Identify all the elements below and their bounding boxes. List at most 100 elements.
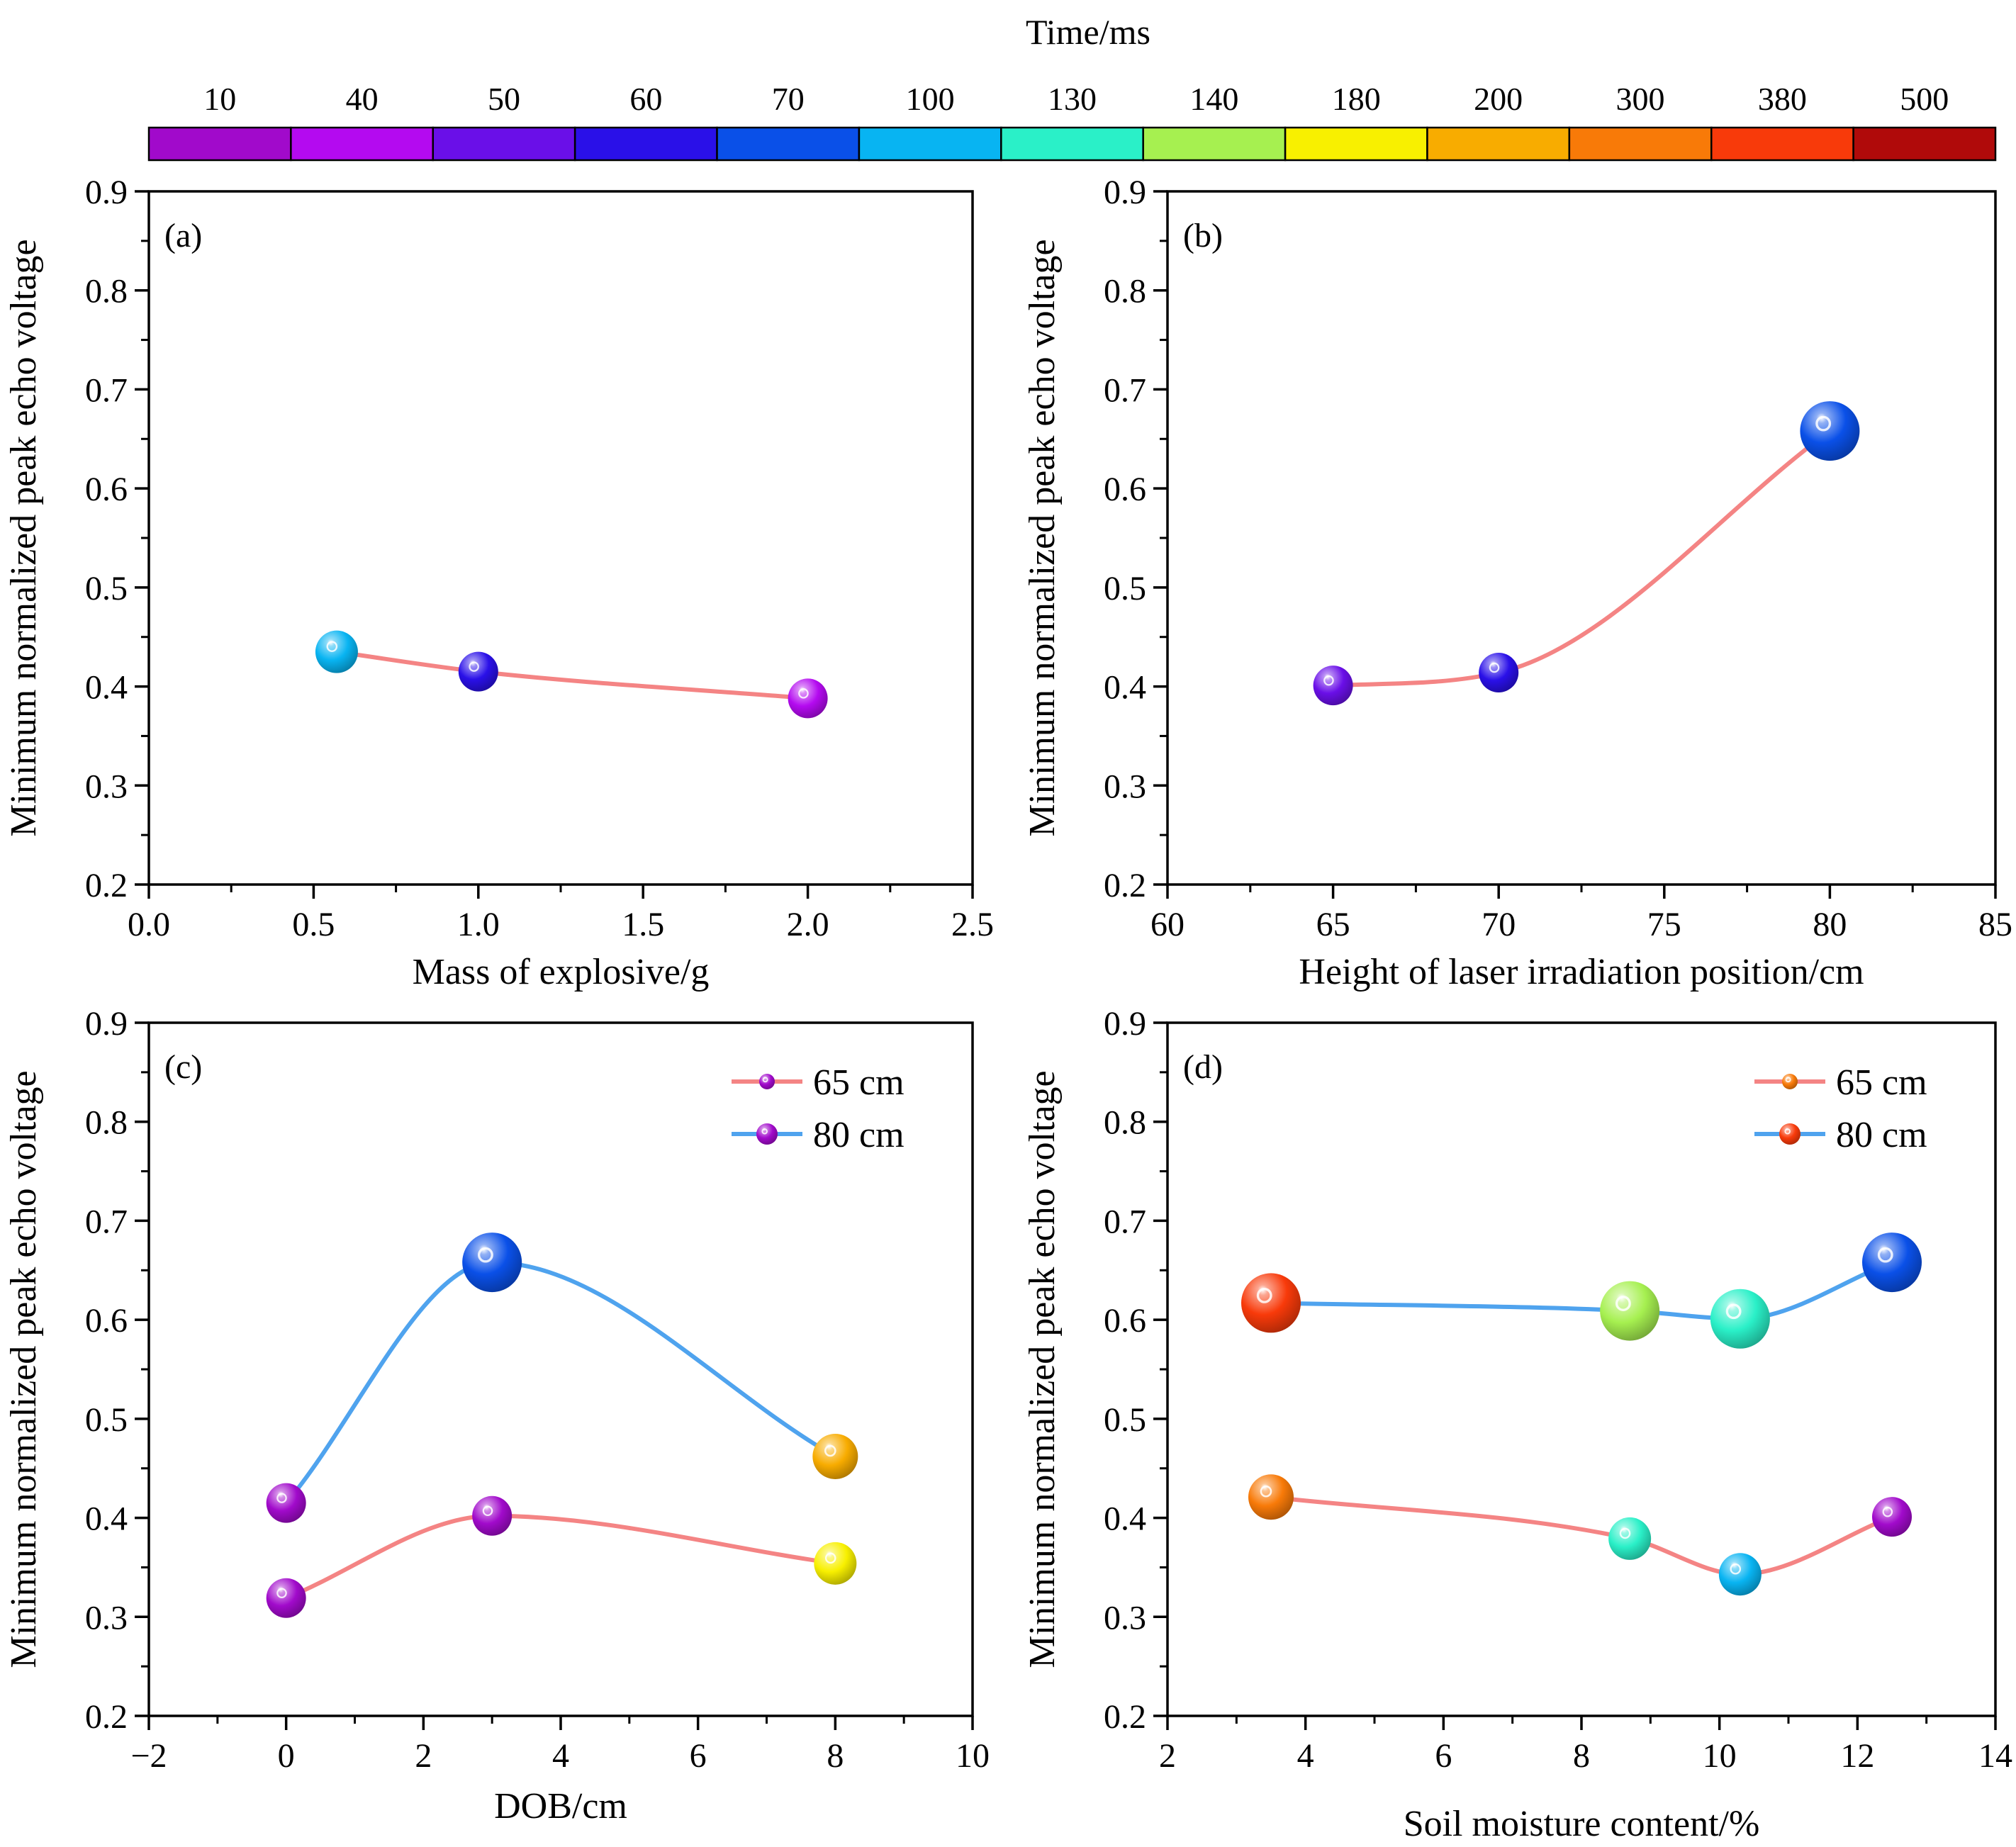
y-tick-label: 0.7 [85,1203,128,1240]
colorbar-title: Time/ms [1026,12,1150,52]
data-point-80-cm-3 [1862,1233,1922,1293]
y-axis-title: Minimum normalized peak echo voltage [1022,1070,1063,1668]
colorbar-label-70: 70 [772,81,805,117]
colorbar-label-380: 380 [1758,81,1807,117]
y-tick-label: 0.7 [1104,1203,1146,1240]
y-tick-label: 0.3 [1104,768,1146,805]
data-point-main-1 [1479,653,1519,693]
x-tick-label: 14 [1978,1737,2012,1775]
series-line-65-cm [284,1513,838,1600]
colorbar-label-500: 500 [1900,81,1949,117]
y-tick-label: 0.4 [1104,1500,1146,1538]
data-point-80-cm-2 [1710,1289,1770,1349]
x-tick-label: 6 [690,1737,707,1775]
x-tick-label: 8 [1573,1737,1590,1775]
colorbar-label-130: 130 [1048,81,1097,117]
plot-frame [1166,190,1997,886]
y-tick-label: 0.5 [1104,1401,1146,1439]
y-tick-label: 0.7 [1104,371,1146,409]
data-point-65-cm-1 [472,1495,513,1536]
legend-marker-80-cm [1779,1123,1801,1145]
colorbar-cell-180 [1284,126,1428,162]
panel-label: (b) [1183,217,1223,254]
y-tick-label: 0.9 [1104,174,1146,211]
panel-label: (a) [164,217,202,254]
y-tick-label: 0.8 [1104,1104,1146,1142]
y-tick-label: 0.2 [1104,867,1146,904]
data-point-80-cm-1 [1600,1281,1660,1341]
y-tick-label: 0.6 [85,471,128,508]
panel-label: (c) [164,1048,202,1086]
data-point-main-2 [1800,401,1860,461]
legend-marker-65-cm [759,1074,775,1089]
y-tick-label: 0.8 [85,1104,128,1142]
colorbar-label-100: 100 [906,81,955,117]
colorbar-cell-70 [716,126,861,162]
legend-marker-80-cm [756,1123,778,1145]
y-tick-label: 0.9 [85,1005,128,1043]
x-tick-label: 8 [827,1737,844,1775]
x-tick-label: −2 [130,1737,167,1775]
data-point-65-cm-0 [1248,1474,1294,1520]
colorbar-cell-50 [432,126,576,162]
colorbar-cell-200 [1426,126,1571,162]
x-tick-label: 1.5 [622,906,664,943]
x-tick-label: 2 [1159,1737,1176,1775]
data-point-65-cm-2 [814,1542,857,1585]
y-tick-label: 0.7 [85,371,128,409]
y-tick-label: 0.2 [85,867,128,904]
y-tick-label: 0.5 [85,1401,128,1439]
x-tick-label: 10 [956,1737,990,1775]
colorbar-label-300: 300 [1616,81,1665,117]
y-tick-label: 0.6 [85,1302,128,1340]
legend: 65 cm 80 cm [1754,1062,1927,1155]
data-point-main-2 [788,678,828,719]
data-point-65-cm-0 [266,1578,306,1618]
panel-label: (d) [1183,1048,1223,1086]
x-axis-title: Height of laser irradiation position/cm [1299,952,1864,992]
series-line-main [1331,429,1832,688]
y-tick-label: 0.3 [1104,1599,1146,1637]
y-tick-label: 0.9 [85,174,128,211]
colorbar-cell-60 [573,126,718,162]
y-tick-label: 0.8 [85,273,128,310]
y-tick-label: 0.6 [1104,1302,1146,1340]
colorbar-label-50: 50 [488,81,520,117]
colorbar-cell-380 [1710,126,1854,162]
x-tick-label: 1.0 [457,906,500,943]
colorbar-cell-500 [1852,126,1997,162]
colorbar-label-60: 60 [629,81,662,117]
colorbar-cell-10 [147,126,292,162]
panel-a: 0.0 0.5 1.0 1.5 2.0 2.5 0.2 0.3 0.4 0.5 0.6 0.7 0.8 0… [4,174,994,992]
legend-label-80-cm: 80 cm [813,1115,905,1155]
x-tick-label: 80 [1813,906,1847,943]
legend-label-65-cm: 65 cm [813,1062,905,1103]
series-line-80-cm [284,1260,838,1505]
data-point-80-cm-1 [462,1233,522,1293]
x-tick-label: 2.5 [951,906,994,943]
y-tick-label: 0.3 [85,1599,128,1637]
y-tick-label: 0.4 [1104,669,1146,707]
x-axis-title: DOB/cm [494,1786,627,1826]
colorbar-label-180: 180 [1332,81,1381,117]
legend-label-80-cm: 80 cm [1836,1115,1927,1155]
data-point-main-0 [315,630,358,673]
y-tick-label: 0.4 [85,1500,128,1538]
legend-marker-65-cm [1782,1074,1798,1089]
x-tick-label: 6 [1435,1737,1452,1775]
x-tick-label: 4 [1297,1737,1314,1775]
x-tick-label: 12 [1840,1737,1874,1775]
data-point-65-cm-3 [1872,1497,1912,1537]
colorbar-cell-130 [1000,126,1144,162]
panel-c: −2 0 2 4 6 8 10 0.2 0.3 0.4 0.5 0.6 0.7 0.8 0.9 DOB/cm M… [4,1005,990,1826]
colorbar-label-200: 200 [1474,81,1523,117]
series-line-65-cm [1269,1495,1894,1577]
x-tick-label: 0.5 [292,906,335,943]
colorbar-cell-100 [858,126,1002,162]
x-tick-label: 0 [278,1737,295,1775]
x-tick-label: 0.0 [128,906,170,943]
data-point-65-cm-2 [1718,1553,1762,1596]
x-axis-title: Soil moisture content/% [1404,1804,1760,1844]
x-tick-label: 85 [1978,906,2012,943]
